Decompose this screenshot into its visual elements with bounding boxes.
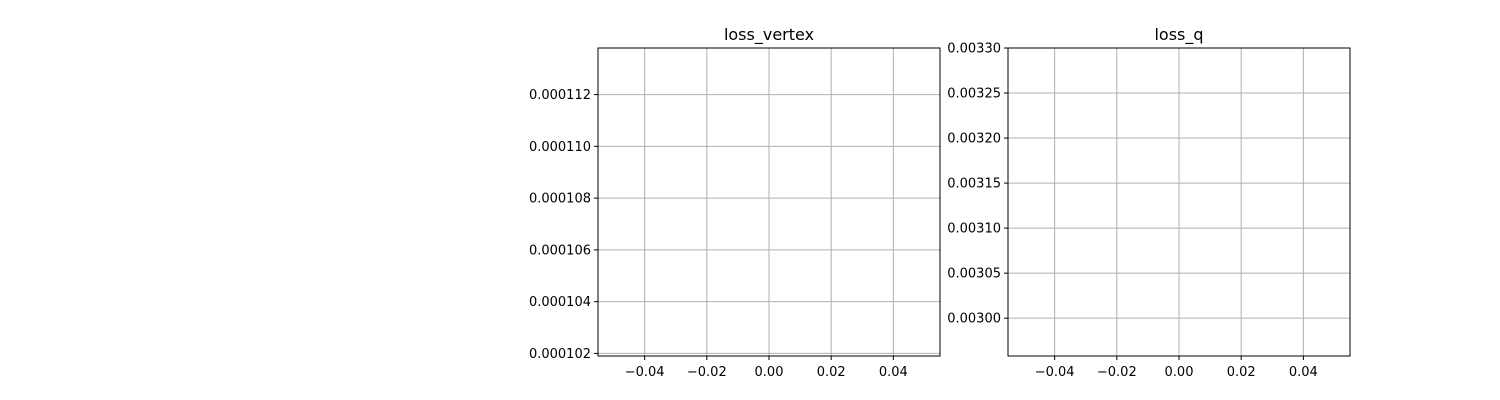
plot-frame (1007, 47, 1351, 357)
x-tick-label: 0.02 (817, 365, 846, 380)
y-tick-label: 0.00305 (947, 267, 1001, 282)
y-tick-label: 0.000108 (529, 192, 591, 207)
x-tick-label: 0.00 (1165, 365, 1194, 380)
y-tick-label: 0.00325 (947, 87, 1001, 102)
x-tick-label: 0.04 (879, 365, 908, 380)
chart-title: loss_q (1154, 25, 1203, 45)
y-tick-label: 0.000102 (529, 347, 591, 362)
x-tick-label: −0.02 (687, 365, 727, 380)
x-tick-label: −0.04 (1035, 365, 1075, 380)
x-tick-label: 0.04 (1289, 365, 1318, 380)
x-tick-label: −0.04 (625, 365, 665, 380)
y-tick-label: 0.00310 (947, 222, 1001, 237)
y-tick-label: 0.000110 (529, 140, 591, 155)
y-tick-label: 0.000112 (529, 88, 591, 103)
chart-panel-1: −0.04 −0.02 0.00 0.02 0.04 0.000102 0.000104 0.… (529, 25, 941, 380)
y-tick-label: 0.00320 (947, 132, 1001, 147)
plot-frame (597, 47, 941, 357)
x-tick-label: 0.02 (1227, 365, 1256, 380)
y-tick-label: 0.000104 (529, 295, 591, 310)
x-tick-label: 0.00 (755, 365, 784, 380)
x-tick-label: −0.02 (1097, 365, 1137, 380)
y-tick-label: 0.00315 (947, 177, 1001, 192)
chart-panel-2: −0.04 −0.02 0.00 0.02 0.04 0.00300 0.00305 0.00… (947, 25, 1351, 380)
y-tick-label: 0.00330 (947, 42, 1001, 57)
y-tick-label: 0.000106 (529, 243, 591, 258)
y-tick-label: 0.00300 (947, 312, 1001, 327)
chart-title: loss_vertex (724, 25, 814, 45)
